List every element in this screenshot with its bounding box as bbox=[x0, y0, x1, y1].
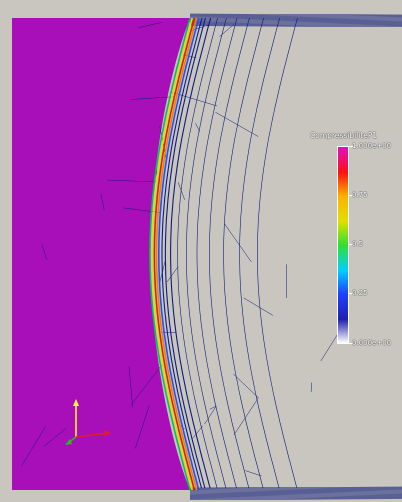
mesh-refinement-line bbox=[170, 17, 212, 489]
mesh-refinement-line bbox=[239, 17, 280, 489]
interface-contour bbox=[153, 17, 196, 491]
axis-z-head bbox=[65, 439, 72, 445]
axis-x bbox=[75, 432, 109, 438]
orientation-axes-widget bbox=[65, 399, 111, 445]
mesh-refinement-line bbox=[257, 17, 298, 489]
interface-contour bbox=[155, 17, 198, 491]
interface-band bbox=[149, 17, 298, 491]
mesh-refinement-line bbox=[186, 17, 227, 489]
mesh-refinement-line bbox=[164, 17, 206, 489]
mesh-refinement-line bbox=[223, 17, 264, 489]
interface-contour bbox=[151, 17, 193, 491]
interface-contour bbox=[149, 17, 191, 491]
mesh-refinement-line bbox=[161, 17, 203, 489]
axis-y-head bbox=[73, 399, 79, 406]
mesh-refinement-line bbox=[209, 17, 250, 489]
mesh-refinement-line bbox=[196, 17, 238, 489]
axis-x-head bbox=[104, 430, 111, 436]
mesh-refinement-line bbox=[177, 17, 218, 489]
interface-contour bbox=[158, 17, 200, 491]
purple-region bbox=[12, 18, 190, 490]
